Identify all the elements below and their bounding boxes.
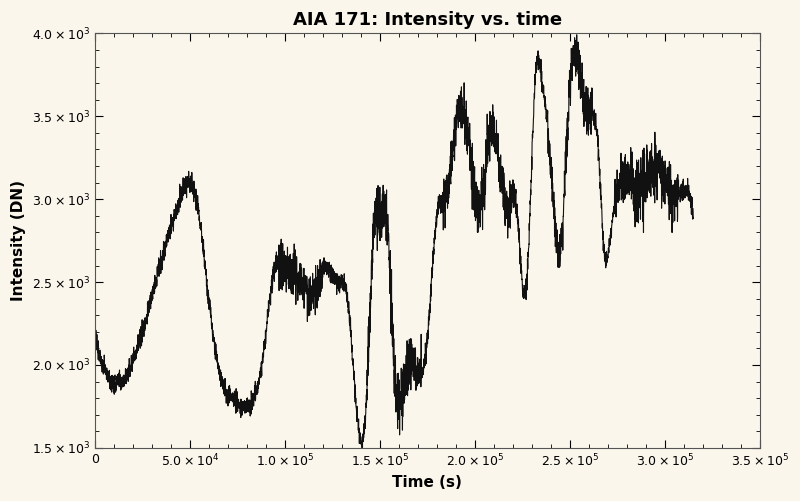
- X-axis label: Time (s): Time (s): [392, 475, 462, 490]
- Y-axis label: Intensity (DN): Intensity (DN): [11, 180, 26, 301]
- Title: AIA 171: Intensity vs. time: AIA 171: Intensity vs. time: [293, 11, 562, 29]
